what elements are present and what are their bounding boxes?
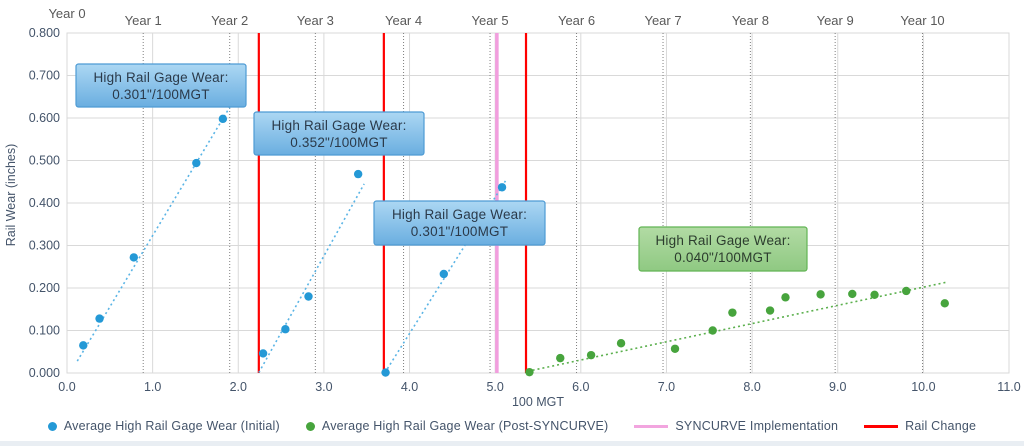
data-point <box>439 269 448 279</box>
x-tick-label: 4.0 <box>401 380 418 394</box>
legend-line-marker <box>864 424 899 428</box>
y-tick-label: 0.600 <box>29 111 60 125</box>
legend-dot-marker <box>305 421 315 431</box>
data-point <box>781 293 790 302</box>
data-point <box>79 341 88 350</box>
data-point <box>497 183 507 192</box>
annotation-box: High Rail Gage Wear: 0.352"/100MGT <box>253 111 425 156</box>
data-point <box>353 169 363 179</box>
y-tick-label: 0.700 <box>29 69 60 83</box>
x-tick-label: 10.0 <box>911 380 935 394</box>
x-tick-label: 3.0 <box>315 380 332 394</box>
x-axis-title: 100 MGT <box>512 395 564 409</box>
trendline <box>527 281 948 373</box>
annotation-text-line1: High Rail Gage Wear: <box>392 207 527 222</box>
data-point <box>258 349 268 358</box>
data-point <box>870 290 879 299</box>
year-label: Year 9 <box>817 13 854 28</box>
annotation-rect <box>75 63 247 108</box>
data-point <box>940 299 949 308</box>
legend-label: SYNCURVE Implementation <box>675 419 839 433</box>
y-tick-label: 0.500 <box>29 154 60 168</box>
trendline <box>258 183 365 373</box>
data-point <box>525 367 534 377</box>
legend-item: Average High Rail Gage Wear (Post-SYNCUR… <box>305 419 609 433</box>
y-tick-label: 0.200 <box>29 281 60 295</box>
data-point <box>902 286 911 296</box>
data-point <box>708 326 717 335</box>
x-tick-label: 0.0 <box>58 380 75 394</box>
legend-label: Rail Change <box>905 419 977 433</box>
year-label: Year 4 <box>385 13 422 28</box>
data-point <box>281 325 290 334</box>
data-point <box>816 290 825 299</box>
annotation-text-line1: High Rail Gage Wear: <box>655 233 790 248</box>
legend: Average High Rail Gage Wear (Initial) Ave… <box>0 412 1024 440</box>
legend-item: SYNCURVE Implementation <box>634 419 838 433</box>
bottom-strip <box>0 441 1024 446</box>
annotation-text-line2: 0.040"/100MGT <box>674 250 771 265</box>
legend-label: Average High Rail Gage Wear (Initial) <box>63 419 280 433</box>
legend-label: Average High Rail Gage Wear (Post-SYNCUR… <box>321 419 609 433</box>
x-tick-label: 8.0 <box>743 380 760 394</box>
data-point <box>381 368 390 377</box>
y-tick-label: 0.400 <box>29 196 60 210</box>
year-label: Year 7 <box>644 13 681 28</box>
data-point <box>848 289 857 299</box>
y-axis-title: Rail Wear (inches) <box>4 144 18 247</box>
x-tick-label: 2.0 <box>230 380 247 394</box>
legend-item: Rail Change <box>864 419 976 433</box>
x-tick-label: 6.0 <box>572 380 589 394</box>
year-label: Year 8 <box>732 13 769 28</box>
legend-dot-marker <box>47 421 57 431</box>
x-tick-label: 7.0 <box>658 380 675 394</box>
data-point <box>586 350 596 360</box>
y-tick-label: 0.100 <box>29 324 60 338</box>
annotation-text-line2: 0.301"/100MGT <box>112 87 209 102</box>
annotation-box: High Rail Gage Wear: 0.301"/100MGT <box>373 200 546 246</box>
legend-item: Average High Rail Gage Wear (Initial) <box>47 419 280 433</box>
x-tick-label: 5.0 <box>486 380 503 394</box>
data-point <box>670 344 680 353</box>
annotation-rect <box>253 111 425 156</box>
year-label: Year 2 <box>211 13 248 28</box>
x-tick-label: 1.0 <box>144 380 161 394</box>
data-point <box>616 339 626 348</box>
annotation-box: High Rail Gage Wear: 0.040"/100MGT <box>638 226 808 272</box>
year-label: Year 1 <box>125 13 162 28</box>
x-tick-label: 9.0 <box>829 380 846 394</box>
data-point <box>192 158 201 168</box>
annotation-rect <box>373 200 546 246</box>
year-label: Year 0 <box>48 6 85 21</box>
annotation-text-line1: High Rail Gage Wear: <box>93 70 228 85</box>
y-tick-label: 0.000 <box>29 366 60 380</box>
data-point <box>556 353 565 363</box>
annotation-text-line2: 0.301"/100MGT <box>411 224 508 239</box>
annotation-rect <box>638 226 808 272</box>
annotation-box: High Rail Gage Wear: 0.301"/100MGT <box>75 63 247 108</box>
data-point <box>765 306 775 315</box>
legend-line-marker <box>634 424 669 428</box>
y-tick-label: 0.300 <box>29 239 60 253</box>
year-label: Year 6 <box>558 13 595 28</box>
year-label: Year 10 <box>900 13 944 28</box>
data-point <box>218 114 228 124</box>
data-point <box>728 308 737 317</box>
data-point <box>95 314 104 323</box>
annotation-text-line2: 0.352"/100MGT <box>290 135 387 150</box>
year-label: Year 5 <box>471 13 508 28</box>
year-label: Year 3 <box>297 13 334 28</box>
annotation-text-line1: High Rail Gage Wear: <box>271 118 406 133</box>
data-point <box>129 253 138 262</box>
data-point <box>304 292 313 301</box>
x-tick-label: 11.0 <box>997 380 1020 394</box>
y-tick-label: 0.800 <box>29 26 60 40</box>
